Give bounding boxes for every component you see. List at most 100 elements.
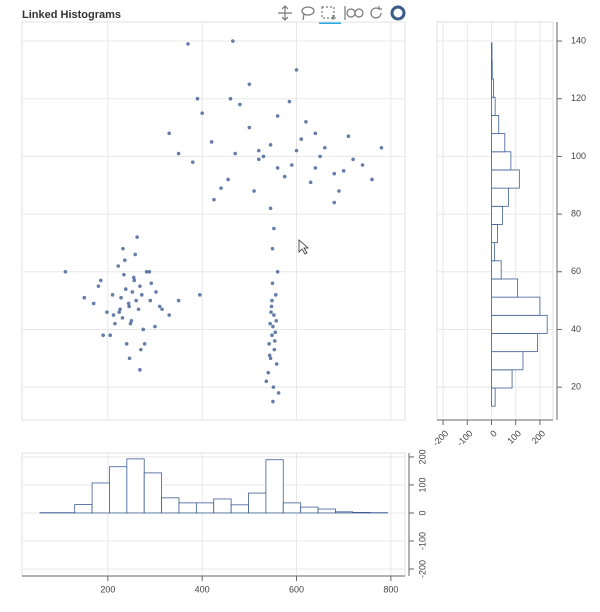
point — [360, 163, 365, 167]
histogram-bar — [126, 458, 145, 514]
point — [128, 321, 133, 326]
point — [270, 333, 274, 338]
point — [332, 171, 337, 176]
x-tick-label: 100 — [505, 428, 523, 446]
point — [82, 295, 87, 300]
point — [139, 347, 143, 352]
point — [148, 298, 153, 303]
point — [176, 151, 181, 156]
point — [134, 298, 138, 303]
point — [131, 275, 136, 280]
reset-tool[interactable] — [370, 6, 382, 19]
point — [118, 307, 122, 312]
point — [337, 189, 341, 193]
point — [127, 356, 132, 361]
point — [274, 318, 279, 323]
point — [332, 200, 337, 205]
histogram-bar — [282, 502, 302, 514]
histogram-bar — [491, 333, 538, 353]
point — [346, 134, 351, 139]
point — [91, 301, 96, 306]
point — [273, 339, 277, 343]
histogram-bar — [491, 133, 506, 153]
histogram-bar — [91, 482, 110, 514]
histogram-bar — [491, 242, 495, 262]
point — [233, 151, 237, 156]
histogram-bar — [491, 151, 512, 171]
point — [271, 385, 276, 389]
x-tick-label: -200 — [431, 428, 451, 448]
histogram-bar — [491, 278, 519, 298]
point — [149, 281, 154, 286]
point — [138, 284, 142, 288]
y-tick-label: 200 — [417, 449, 427, 464]
point — [272, 313, 276, 317]
histogram-bar — [213, 498, 232, 514]
histogram-bar — [491, 314, 548, 334]
bokeh-logo[interactable] — [390, 5, 406, 21]
point — [270, 246, 275, 251]
point — [269, 310, 273, 314]
y-tick-label: 80 — [571, 208, 581, 218]
point — [167, 313, 171, 317]
y-tick-label: 60 — [571, 266, 581, 276]
point — [157, 304, 162, 309]
x-tick-label: 400 — [195, 584, 210, 594]
point — [272, 226, 276, 231]
histogram-bar — [109, 466, 128, 514]
point — [341, 169, 346, 173]
point — [138, 368, 142, 372]
histogram-bar — [161, 497, 180, 514]
y-tick-label: 100 — [417, 477, 427, 492]
histogram-bar — [491, 169, 520, 189]
point — [212, 197, 216, 202]
point — [113, 321, 117, 326]
point — [313, 131, 318, 136]
point — [379, 145, 384, 150]
histogram-bar — [317, 508, 336, 514]
y-tick-label: 20 — [571, 381, 581, 391]
point — [144, 269, 149, 274]
lasso-tool[interactable] — [301, 6, 315, 21]
point — [269, 304, 274, 309]
point — [231, 39, 235, 43]
point — [299, 137, 304, 141]
point — [167, 131, 171, 136]
point — [267, 353, 272, 358]
point — [117, 310, 121, 314]
point — [186, 42, 190, 46]
x-tick-label: 200 — [530, 428, 548, 446]
wheel-zoom-tool[interactable] — [344, 6, 364, 20]
point — [266, 370, 271, 375]
point — [268, 206, 273, 211]
point — [318, 154, 322, 159]
point — [282, 174, 287, 179]
point — [247, 82, 252, 87]
point — [176, 298, 181, 303]
point — [190, 160, 195, 164]
point — [270, 281, 275, 286]
point — [370, 177, 374, 182]
histogram-bar — [178, 502, 197, 514]
plot-frame — [21, 21, 406, 421]
x-tick-label: 800 — [383, 584, 398, 594]
point — [122, 272, 126, 277]
point — [275, 269, 280, 274]
y-tick-label: 0 — [417, 510, 427, 515]
point — [271, 399, 275, 404]
point — [252, 189, 256, 193]
point — [98, 278, 103, 283]
point — [123, 287, 128, 291]
point — [261, 154, 266, 159]
point — [294, 68, 299, 72]
point — [121, 246, 125, 251]
histogram-bar — [491, 260, 502, 280]
box-select-tool[interactable] — [319, 6, 341, 24]
point — [272, 347, 277, 352]
x-tick-label: 600 — [289, 584, 304, 594]
point — [273, 330, 278, 335]
x-tick-label: 0 — [488, 428, 499, 439]
pan-tool[interactable] — [278, 5, 292, 21]
point — [123, 258, 127, 263]
histogram-bar — [491, 205, 503, 225]
